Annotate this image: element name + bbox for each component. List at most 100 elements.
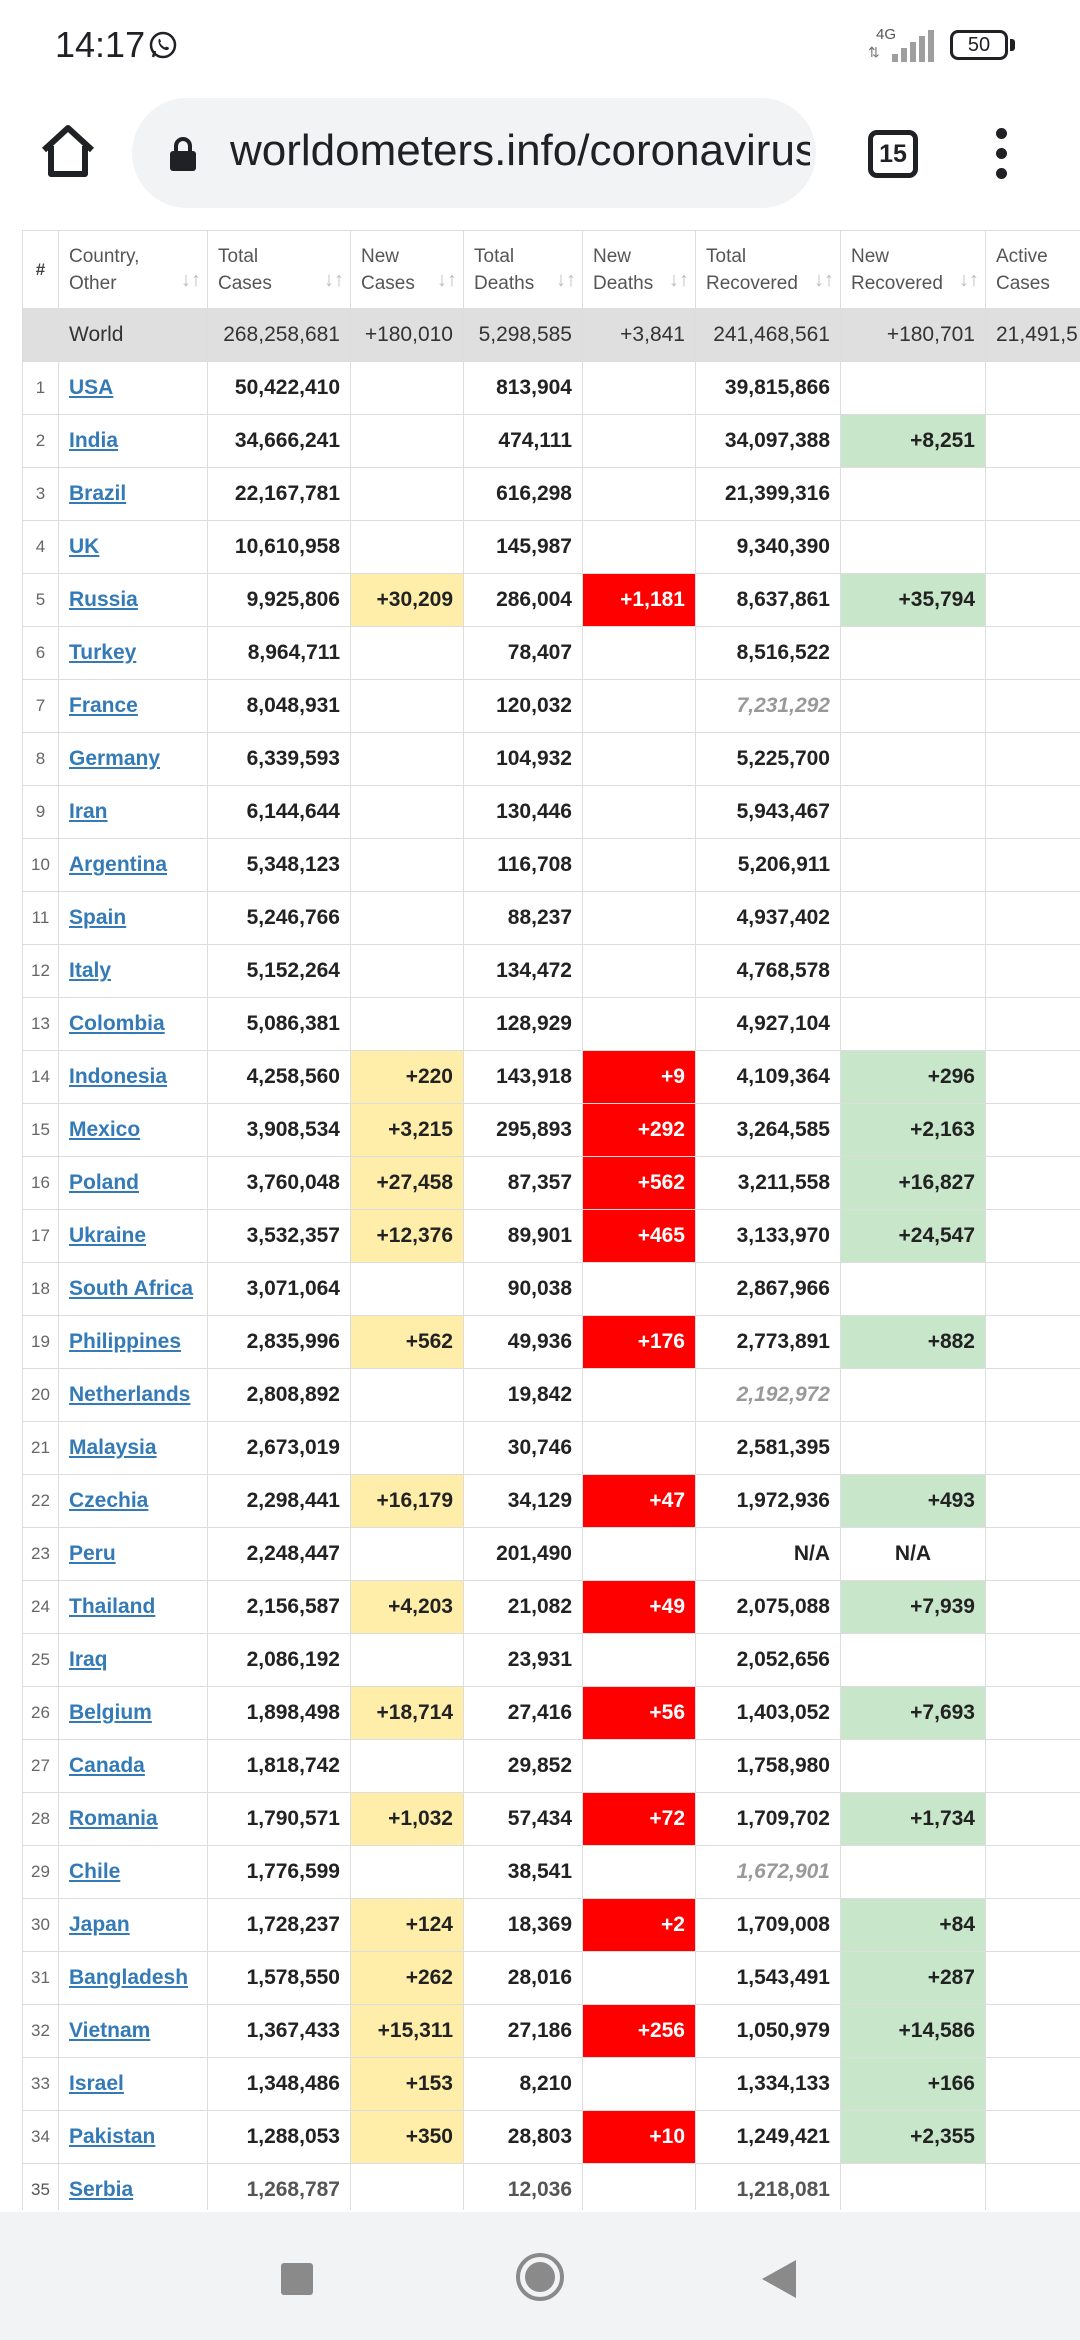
row-number: 28 (22, 1792, 59, 1846)
table-row: 9 Iran 6,144,644 130,446 5,943,467 70,7 (22, 785, 1080, 839)
country-link[interactable]: Turkey (69, 641, 137, 664)
country-link[interactable]: Thailand (69, 1595, 156, 1618)
country-link[interactable]: Mexico (69, 1118, 141, 1141)
table-row: 13 Colombia 5,086,381 128,929 4,927,104 30,3 (22, 997, 1080, 1051)
table-row: 17 Ukraine 3,532,357 +12,376 89,901 +465 3,133… (22, 1209, 1080, 1263)
sort-icon[interactable]: ↓↑ (814, 269, 834, 291)
country-link[interactable]: Romania (69, 1807, 158, 1830)
table-row: 35 Serbia 1,268,787 12,036 1,218,081 37,7 (22, 2163, 1080, 2210)
column-header[interactable]: Total Deaths ↓↑ (463, 230, 583, 309)
covid-table-container[interactable]: # Country, Other ↓↑ Total Cases ↓↑ New Cases ↓↑ To… (22, 230, 1080, 2210)
country-link[interactable]: Czechia (69, 1489, 149, 1512)
lock-icon (170, 137, 196, 171)
menu-icon[interactable] (982, 126, 1022, 182)
country-link[interactable]: Canada (69, 1754, 145, 1777)
total-recovered: 21,399,316 (695, 467, 841, 521)
country-link[interactable]: Argentina (69, 853, 168, 876)
country-link[interactable]: Serbia (69, 2178, 134, 2201)
column-header-label: Cases (218, 272, 272, 294)
country-link[interactable]: Iran (69, 800, 108, 823)
country-link[interactable]: Netherlands (69, 1383, 191, 1406)
url-text[interactable]: worldometers.info/coronavirus/ (230, 126, 810, 175)
country-link[interactable]: South Africa (69, 1277, 194, 1300)
country-link[interactable]: Chile (69, 1860, 121, 1883)
country-link[interactable]: Russia (69, 588, 138, 611)
country-link[interactable]: Belgium (69, 1701, 152, 1724)
nav-recents-icon[interactable] (281, 2263, 313, 2295)
new-cases: +16,179 (350, 1474, 464, 1528)
country-link[interactable]: Italy (69, 959, 112, 982)
column-header[interactable]: # (22, 230, 59, 309)
total-recovered: 9,340,390 (695, 520, 841, 574)
sort-icon[interactable]: ↓↑ (669, 269, 689, 291)
country-link[interactable]: Indonesia (69, 1065, 168, 1088)
country-link[interactable]: Japan (69, 1913, 130, 1936)
country-link[interactable]: Poland (69, 1171, 140, 1194)
sort-icon[interactable]: ↓↑ (437, 269, 457, 291)
table-row: 6 Turkey 8,964,711 78,407 8,516,522 369,7 (22, 626, 1080, 680)
new-recovered (840, 679, 986, 733)
new-cases (350, 1527, 464, 1581)
country-link[interactable]: Bangladesh (69, 1966, 189, 1989)
new-deaths (582, 520, 696, 574)
country-link[interactable]: Peru (69, 1542, 116, 1565)
country-link[interactable]: Spain (69, 906, 127, 929)
table-row: 28 Romania 1,790,571 +1,032 57,434 +72 1,709,7… (22, 1792, 1080, 1846)
country-link[interactable]: Colombia (69, 1012, 165, 1035)
total-recovered: 241,468,561 (695, 308, 841, 362)
country-link[interactable]: Pakistan (69, 2125, 156, 2148)
column-header[interactable]: New Recovered ↓↑ (840, 230, 986, 309)
country-link[interactable]: Brazil (69, 482, 127, 505)
country-link[interactable]: USA (69, 376, 114, 399)
sort-icon[interactable]: ↓↑ (959, 269, 979, 291)
country-link[interactable]: India (69, 429, 119, 452)
tabs-button[interactable]: 15 (868, 130, 918, 178)
column-header[interactable]: New Deaths ↓↑ (582, 230, 696, 309)
country-link[interactable]: Malaysia (69, 1436, 157, 1459)
active-cases: 9,792,6 (985, 361, 1080, 415)
column-header[interactable]: Country, Other ↓↑ (58, 230, 208, 309)
table-row: 29 Chile 1,776,599 38,541 1,672,901 65,1 (22, 1845, 1080, 1899)
country-cell: Czechia (58, 1474, 208, 1528)
active-cases: 1,124,5 (985, 520, 1080, 574)
covid-table: # Country, Other ↓↑ Total Cases ↓↑ New Cases ↓↑ To… (22, 230, 1080, 2210)
total-cases: 1,818,742 (207, 1739, 351, 1793)
country-link[interactable]: Philippines (69, 1330, 182, 1353)
table-row: 15 Mexico 3,908,534 +3,215 295,893 +292 3,264,… (22, 1103, 1080, 1157)
total-cases: 1,578,550 (207, 1951, 351, 2005)
column-header[interactable]: Total Recovered ↓↑ (695, 230, 841, 309)
address-bar[interactable]: worldometers.info/coronavirus/ (132, 98, 816, 208)
country-link[interactable]: Ukraine (69, 1224, 147, 1247)
new-cases (350, 891, 464, 945)
row-number: 34 (22, 2110, 59, 2164)
country-link[interactable]: UK (69, 535, 100, 558)
table-row: 16 Poland 3,760,048 +27,458 87,357 +562 3,211,… (22, 1156, 1080, 1210)
column-header[interactable]: Active Cases (985, 230, 1080, 309)
home-icon[interactable] (36, 120, 100, 184)
country-link[interactable]: France (69, 694, 138, 717)
new-recovered (840, 626, 986, 680)
total-cases: 2,808,892 (207, 1368, 351, 1422)
sort-icon[interactable]: ↓↑ (556, 269, 576, 291)
new-deaths (582, 1262, 696, 1316)
active-cases: 1,001,9 (985, 573, 1080, 627)
sort-icon[interactable]: ↓↑ (324, 269, 344, 291)
row-number: 14 (22, 1050, 59, 1104)
country-cell: India (58, 414, 208, 468)
column-header[interactable]: Total Cases ↓↑ (207, 230, 351, 309)
country-link[interactable]: Israel (69, 2072, 124, 2095)
country-link[interactable]: Iraq (69, 1648, 108, 1671)
total-cases: 1,348,486 (207, 2057, 351, 2111)
column-header[interactable]: New Cases ↓↑ (350, 230, 464, 309)
total-deaths: 34,129 (463, 1474, 583, 1528)
sort-icon[interactable]: ↓↑ (181, 269, 201, 291)
total-recovered: 2,052,656 (695, 1633, 841, 1687)
row-number: 4 (22, 520, 59, 574)
country-link[interactable]: Germany (69, 747, 161, 770)
active-cases: 9,6 (985, 1633, 1080, 1687)
country-link[interactable]: Vietnam (69, 2019, 151, 2042)
nav-home-icon[interactable] (514, 2251, 566, 2303)
total-deaths: 616,298 (463, 467, 583, 521)
nav-back-icon[interactable] (760, 2258, 798, 2300)
active-cases: 5,2 (985, 1050, 1080, 1104)
